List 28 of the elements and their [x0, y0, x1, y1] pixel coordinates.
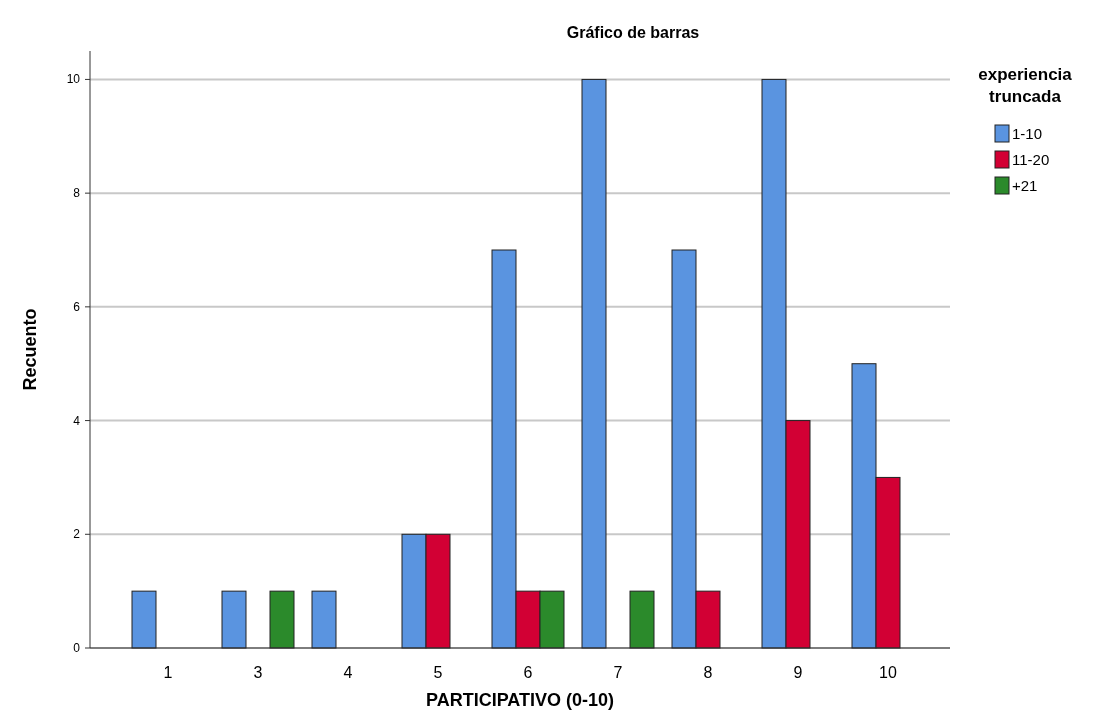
legend-label: 1-10	[1012, 125, 1043, 142]
x-tick-label: 4	[343, 664, 353, 681]
chart-title: Gráfico de barras	[566, 24, 700, 41]
y-axis-title: Recuento	[20, 308, 40, 391]
bar	[311, 590, 337, 649]
x-tick-label: 7	[613, 664, 623, 681]
legend-title: experiencia truncada	[978, 65, 1073, 106]
bar	[581, 78, 607, 649]
y-tick-label: 2	[73, 527, 81, 542]
x-tick-label: 3	[253, 664, 263, 681]
y-tick-label: 8	[73, 186, 81, 201]
x-tick-label: 5	[433, 664, 443, 681]
x-tick-label: 8	[703, 664, 713, 681]
y-tick-label: 10	[66, 72, 81, 87]
legend-label: 11-20	[1012, 151, 1050, 168]
y-tick-label: 6	[73, 299, 81, 314]
bar	[269, 590, 295, 649]
bar	[131, 590, 157, 649]
x-tick-label: 6	[523, 664, 533, 681]
legend-label: +21	[1012, 177, 1038, 194]
x-tick-label: 1	[163, 664, 173, 681]
y-tick-label: 4	[73, 413, 81, 428]
x-tick-label: 9	[793, 664, 803, 681]
y-tick-label: 0	[73, 641, 81, 655]
x-tick-label: 10	[879, 664, 897, 681]
bar	[629, 590, 655, 649]
x-axis-title: PARTICIPATIVO (0-10)	[425, 690, 615, 710]
bar	[221, 590, 247, 649]
